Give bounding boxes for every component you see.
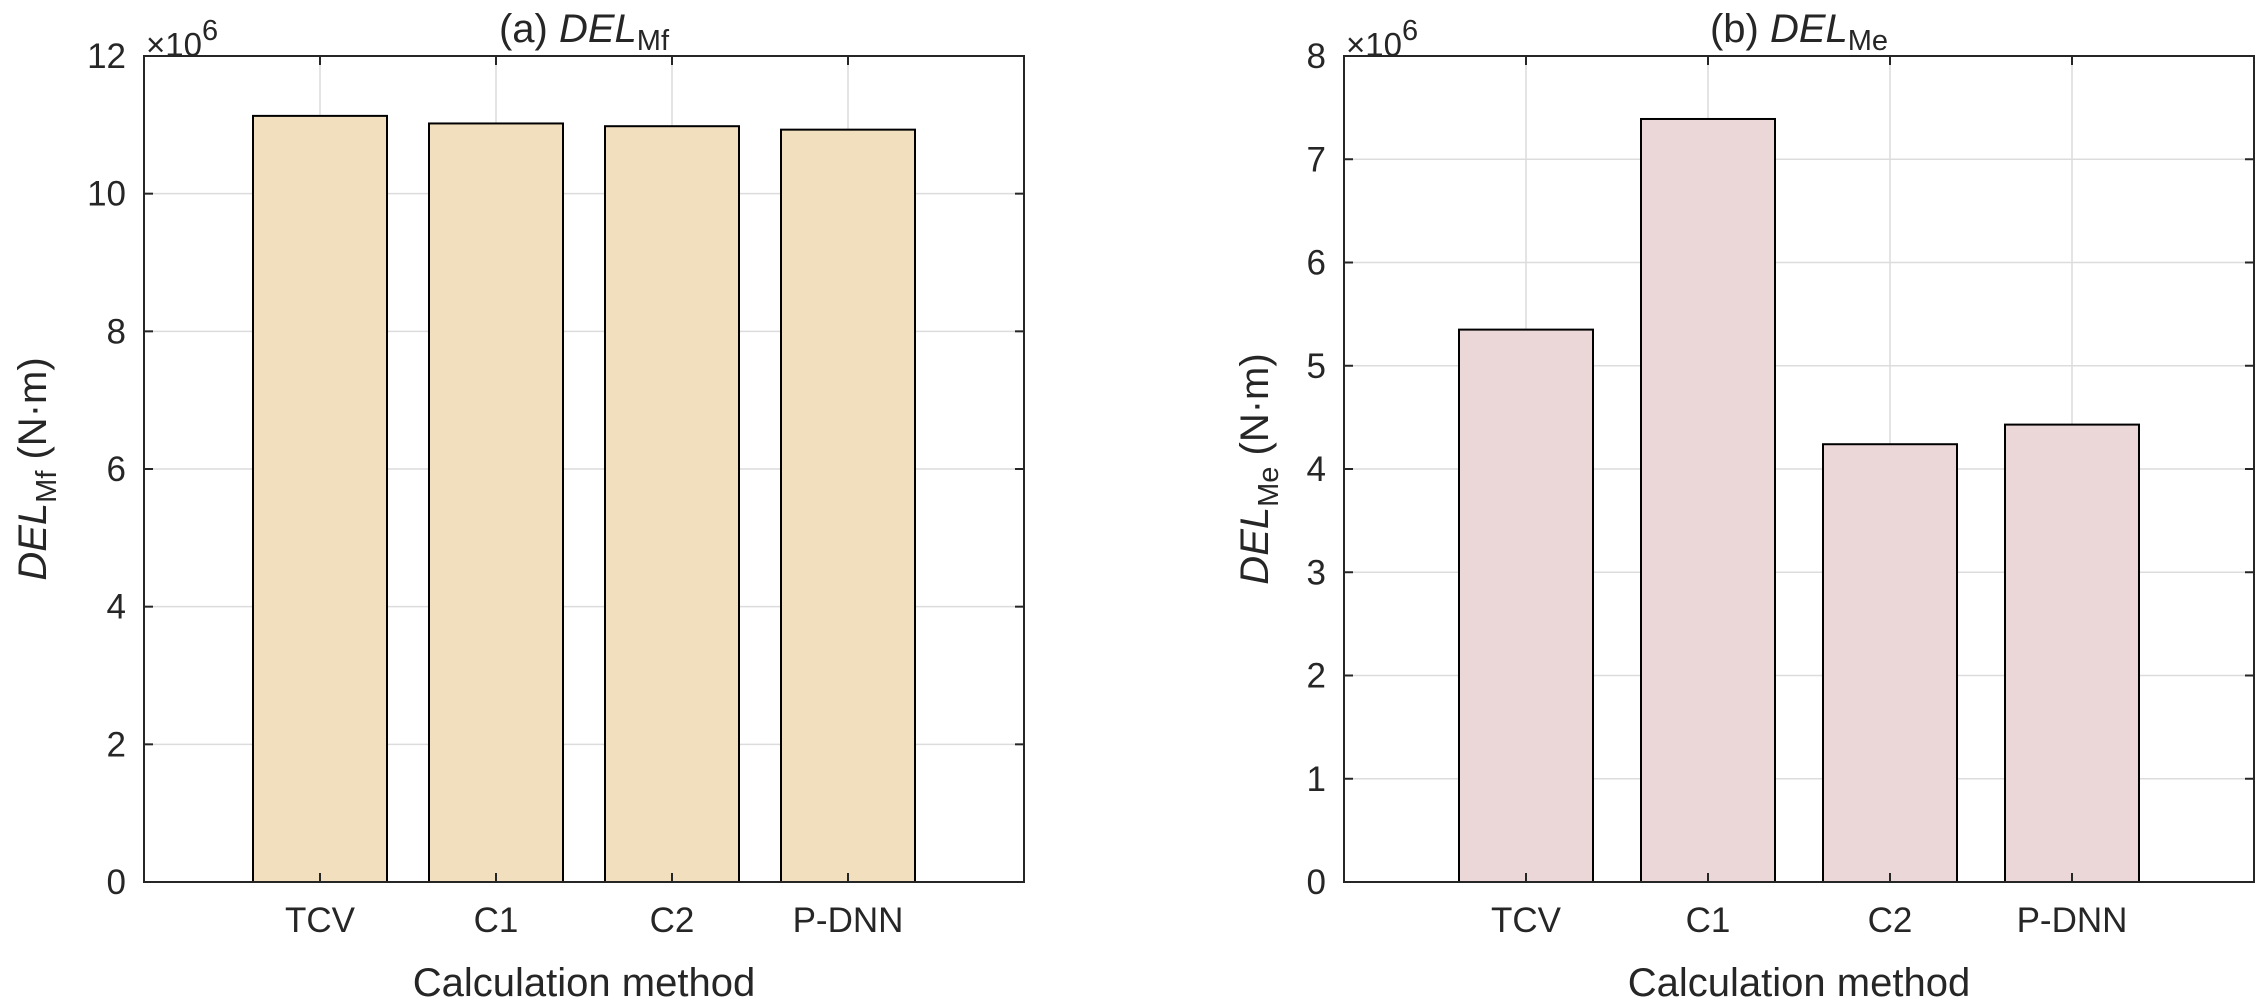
- x-tick-label: C2: [650, 901, 695, 940]
- y-tick-label: 0: [107, 863, 126, 902]
- x-tick-label: C1: [1686, 901, 1731, 940]
- bar-c2: [604, 125, 740, 883]
- bar-c1: [428, 122, 564, 883]
- y-tick-label: 5: [1307, 347, 1326, 386]
- exponent-base: ×10: [146, 26, 202, 63]
- x-tick-label: P-DNN: [793, 901, 904, 940]
- y-tick-label: 8: [107, 312, 126, 351]
- title-subscript: Me: [1848, 25, 1888, 57]
- y-tick-label: 4: [1307, 450, 1326, 489]
- x-tick-label: C1: [474, 901, 519, 940]
- panel-b-exponent-label: ×106: [1346, 15, 1418, 63]
- panel-b-ticks: [1344, 55, 2254, 883]
- y-tick-label: 4: [107, 588, 126, 627]
- bar-p-dnn: [2004, 423, 2140, 883]
- y-tick-label: 6: [107, 450, 126, 489]
- panel-a-x-axis-label: Calculation method: [413, 961, 755, 1002]
- bar-tcv: [252, 114, 388, 883]
- ylabel-main: DEL: [11, 503, 55, 581]
- panel-a-ticks: [144, 55, 1024, 883]
- title-prefix: (b): [1710, 7, 1770, 51]
- panel-b-bars: [1458, 117, 2140, 884]
- panel-b: 0 1 2 3 4 5 6 7 8 TCV C1 C2 P-DNN ×106 (…: [1233, 7, 2255, 1002]
- panel-a: 0 2 4 6 8 10 12 TCV C1 C2 P-DNN ×106 (a)…: [11, 7, 1025, 1002]
- panel-a-title: (a) DELMf: [499, 7, 670, 57]
- y-tick-label: 2: [1307, 657, 1326, 696]
- panel-a-y-axis-label: DELMf (N·m): [11, 357, 63, 580]
- ylabel-subscript: Mf: [31, 470, 63, 503]
- panel-b-x-tick-labels: TCV C1 C2 P-DNN: [1491, 901, 2127, 940]
- title-subscript: Mf: [637, 25, 670, 57]
- x-tick-label: P-DNN: [2017, 901, 2128, 940]
- x-tick-label: TCV: [1491, 901, 1562, 940]
- panel-b-title: (b) DELMe: [1710, 7, 1888, 57]
- title-main: DEL: [1770, 7, 1848, 51]
- y-tick-label: 7: [1307, 140, 1326, 179]
- ylabel-unit: (N·m): [1233, 353, 1277, 466]
- bar-tcv: [1458, 328, 1594, 883]
- bar-c2: [1822, 443, 1958, 883]
- title-prefix: (a): [499, 7, 559, 51]
- panel-b-y-tick-labels: 0 1 2 3 4 5 6 7 8: [1307, 37, 1326, 902]
- y-tick-label: 8: [1307, 37, 1326, 76]
- panel-a-y-tick-labels: 0 2 4 6 8 10 12: [87, 37, 126, 902]
- y-tick-label: 12: [87, 37, 126, 76]
- exponent-base: ×10: [1346, 26, 1402, 63]
- exponent-power: 6: [1402, 15, 1418, 47]
- y-tick-label: 0: [1307, 863, 1326, 902]
- y-tick-label: 10: [87, 175, 126, 214]
- y-tick-label: 2: [107, 725, 126, 764]
- x-tick-label: TCV: [285, 901, 356, 940]
- bar-p-dnn: [780, 128, 916, 883]
- bar-c1: [1640, 117, 1776, 884]
- ylabel-subscript: Me: [1253, 467, 1285, 507]
- panel-a-x-tick-labels: TCV C1 C2 P-DNN: [285, 901, 903, 940]
- exponent-power: 6: [202, 15, 218, 47]
- ylabel-unit: (N·m): [11, 357, 55, 470]
- panel-a-bars: [252, 114, 916, 883]
- y-tick-label: 6: [1307, 244, 1326, 283]
- panel-b-x-axis-label: Calculation method: [1628, 961, 1970, 1002]
- panel-b-y-axis-label: DELMe (N·m): [1233, 353, 1285, 584]
- x-tick-label: C2: [1868, 901, 1913, 940]
- ylabel-main: DEL: [1233, 507, 1277, 585]
- panel-a-exponent-label: ×106: [146, 15, 218, 63]
- y-tick-label: 1: [1307, 760, 1326, 799]
- title-main: DEL: [559, 7, 637, 51]
- y-tick-label: 3: [1307, 553, 1326, 592]
